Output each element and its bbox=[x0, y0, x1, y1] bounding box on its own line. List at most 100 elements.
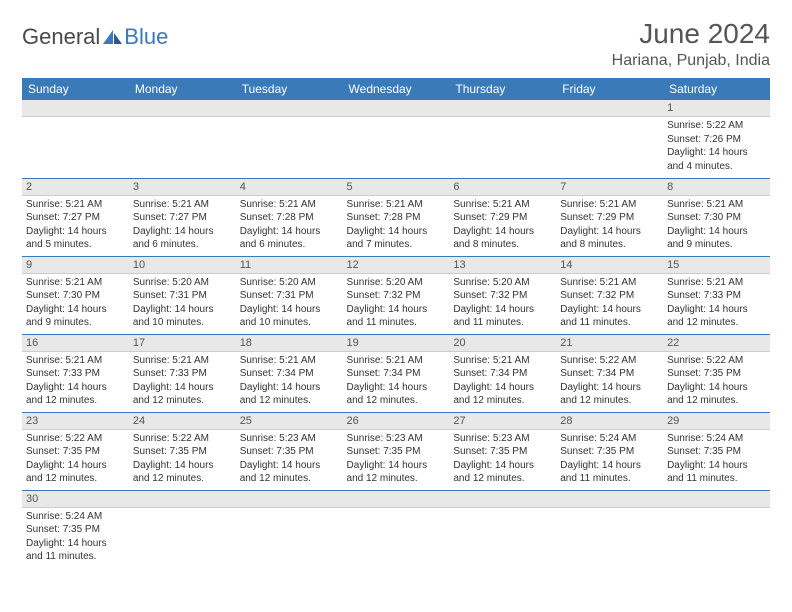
day-number: 8 bbox=[663, 179, 770, 196]
day-details: Sunrise: 5:22 AMSunset: 7:26 PMDaylight:… bbox=[663, 117, 770, 175]
calendar-body: 1Sunrise: 5:22 AMSunset: 7:26 PMDaylight… bbox=[22, 100, 770, 568]
sunset-line: Sunset: 7:28 PM bbox=[240, 211, 339, 225]
day-details: Sunrise: 5:21 AMSunset: 7:28 PMDaylight:… bbox=[236, 196, 343, 254]
day-details: Sunrise: 5:23 AMSunset: 7:35 PMDaylight:… bbox=[449, 430, 556, 488]
sunset-line: Sunset: 7:26 PM bbox=[667, 133, 766, 147]
calendar-row: 23Sunrise: 5:22 AMSunset: 7:35 PMDayligh… bbox=[22, 412, 770, 490]
sunset-line: Sunset: 7:29 PM bbox=[453, 211, 552, 225]
empty-cell bbox=[343, 100, 450, 178]
day-cell: 21Sunrise: 5:22 AMSunset: 7:34 PMDayligh… bbox=[556, 334, 663, 412]
day-details: Sunrise: 5:22 AMSunset: 7:35 PMDaylight:… bbox=[663, 352, 770, 410]
sunset-line: Sunset: 7:32 PM bbox=[560, 289, 659, 303]
empty-cell bbox=[449, 490, 556, 568]
sunrise-line: Sunrise: 5:21 AM bbox=[560, 198, 659, 212]
day-details: Sunrise: 5:21 AMSunset: 7:29 PMDaylight:… bbox=[449, 196, 556, 254]
day-cell: 18Sunrise: 5:21 AMSunset: 7:34 PMDayligh… bbox=[236, 334, 343, 412]
sunrise-line: Sunrise: 5:24 AM bbox=[560, 432, 659, 446]
day-number: 10 bbox=[129, 257, 236, 274]
day-number: 12 bbox=[343, 257, 450, 274]
day-cell: 26Sunrise: 5:23 AMSunset: 7:35 PMDayligh… bbox=[343, 412, 450, 490]
day-details: Sunrise: 5:23 AMSunset: 7:35 PMDaylight:… bbox=[236, 430, 343, 488]
sunrise-line: Sunrise: 5:23 AM bbox=[347, 432, 446, 446]
sunrise-line: Sunrise: 5:22 AM bbox=[133, 432, 232, 446]
calendar-row: 2 Sunrise: 5:21 AM Sunset: 7:27 PM Daylight… bbox=[22, 178, 770, 256]
sunrise-line: Sunrise: 5:24 AM bbox=[26, 510, 125, 524]
day-number: 21 bbox=[556, 335, 663, 352]
empty-cell bbox=[129, 490, 236, 568]
daynum-empty bbox=[449, 100, 556, 117]
day-details: Sunrise: 5:21 AMSunset: 7:30 PMDaylight:… bbox=[22, 274, 129, 332]
weekday-header: Monday bbox=[129, 78, 236, 100]
daylight-line: Daylight: 14 hours and 12 minutes. bbox=[453, 459, 552, 486]
daynum-empty bbox=[556, 491, 663, 508]
daynum-empty bbox=[556, 100, 663, 117]
day-number: 19 bbox=[343, 335, 450, 352]
sunrise-line: Sunrise: 5:21 AM bbox=[347, 354, 446, 368]
daylight-line: Daylight: 14 hours and 8 minutes. bbox=[453, 225, 552, 252]
day-cell: 16Sunrise: 5:21 AMSunset: 7:33 PMDayligh… bbox=[22, 334, 129, 412]
day-cell: 28Sunrise: 5:24 AMSunset: 7:35 PMDayligh… bbox=[556, 412, 663, 490]
day-number: 18 bbox=[236, 335, 343, 352]
day-number: 2 bbox=[22, 179, 129, 196]
sunset-line: Sunset: 7:32 PM bbox=[347, 289, 446, 303]
sunset-line: Sunset: 7:34 PM bbox=[453, 367, 552, 381]
empty-cell bbox=[22, 100, 129, 178]
sunrise-line: Sunrise: 5:22 AM bbox=[26, 432, 125, 446]
day-details: Sunrise: 5:21 AMSunset: 7:30 PMDaylight:… bbox=[663, 196, 770, 254]
day-number: 17 bbox=[129, 335, 236, 352]
sunset-line: Sunset: 7:35 PM bbox=[133, 445, 232, 459]
day-details: Sunrise: 5:23 AMSunset: 7:35 PMDaylight:… bbox=[343, 430, 450, 488]
daynum-empty bbox=[236, 100, 343, 117]
day-cell: 17Sunrise: 5:21 AMSunset: 7:33 PMDayligh… bbox=[129, 334, 236, 412]
day-number: 26 bbox=[343, 413, 450, 430]
weekday-header: Thursday bbox=[449, 78, 556, 100]
calendar-row: 16Sunrise: 5:21 AMSunset: 7:33 PMDayligh… bbox=[22, 334, 770, 412]
sunset-line: Sunset: 7:33 PM bbox=[667, 289, 766, 303]
day-cell: 4Sunrise: 5:21 AMSunset: 7:28 PMDaylight… bbox=[236, 178, 343, 256]
daylight-line: Daylight: 14 hours and 12 minutes. bbox=[560, 381, 659, 408]
day-number: 3 bbox=[129, 179, 236, 196]
sunrise-line: Sunrise: 5:20 AM bbox=[133, 276, 232, 290]
day-number: 28 bbox=[556, 413, 663, 430]
day-details: Sunrise: 5:21 AMSunset: 7:33 PMDaylight:… bbox=[129, 352, 236, 410]
weekday-header: Wednesday bbox=[343, 78, 450, 100]
daylight-line: Daylight: 14 hours and 12 minutes. bbox=[347, 459, 446, 486]
day-details: Sunrise: 5:24 AMSunset: 7:35 PMDaylight:… bbox=[22, 508, 129, 566]
title-block: June 2024 Hariana, Punjab, India bbox=[612, 18, 770, 70]
day-number: 14 bbox=[556, 257, 663, 274]
day-number: 29 bbox=[663, 413, 770, 430]
sunset-line: Sunset: 7:35 PM bbox=[560, 445, 659, 459]
day-cell: 3Sunrise: 5:21 AMSunset: 7:27 PMDaylight… bbox=[129, 178, 236, 256]
daylight-line: Daylight: 14 hours and 12 minutes. bbox=[347, 381, 446, 408]
day-cell: 8Sunrise: 5:21 AMSunset: 7:30 PMDaylight… bbox=[663, 178, 770, 256]
day-number: 25 bbox=[236, 413, 343, 430]
daylight-line: Daylight: 14 hours and 10 minutes. bbox=[240, 303, 339, 330]
day-cell: 1Sunrise: 5:22 AMSunset: 7:26 PMDaylight… bbox=[663, 100, 770, 178]
day-cell: 13Sunrise: 5:20 AMSunset: 7:32 PMDayligh… bbox=[449, 256, 556, 334]
day-cell: 23Sunrise: 5:22 AMSunset: 7:35 PMDayligh… bbox=[22, 412, 129, 490]
daylight-line: Daylight: 14 hours and 11 minutes. bbox=[347, 303, 446, 330]
sunrise-line: Sunrise: 5:23 AM bbox=[240, 432, 339, 446]
empty-cell bbox=[129, 100, 236, 178]
day-details: Sunrise: 5:21 AMSunset: 7:29 PMDaylight:… bbox=[556, 196, 663, 254]
day-details: Sunrise: 5:22 AMSunset: 7:34 PMDaylight:… bbox=[556, 352, 663, 410]
weekday-header: Friday bbox=[556, 78, 663, 100]
day-number: 13 bbox=[449, 257, 556, 274]
sunrise-line: Sunrise: 5:20 AM bbox=[347, 276, 446, 290]
day-details: Sunrise: 5:24 AMSunset: 7:35 PMDaylight:… bbox=[556, 430, 663, 488]
empty-cell bbox=[236, 490, 343, 568]
day-details: Sunrise: 5:21 AMSunset: 7:34 PMDaylight:… bbox=[449, 352, 556, 410]
day-number: 7 bbox=[556, 179, 663, 196]
day-number: 24 bbox=[129, 413, 236, 430]
daylight-line: Daylight: 14 hours and 8 minutes. bbox=[560, 225, 659, 252]
daylight-line: Daylight: 14 hours and 10 minutes. bbox=[133, 303, 232, 330]
sunrise-line: Sunrise: 5:21 AM bbox=[240, 198, 339, 212]
sunset-line: Sunset: 7:27 PM bbox=[133, 211, 232, 225]
sunrise-line: Sunrise: 5:21 AM bbox=[133, 354, 232, 368]
sunset-line: Sunset: 7:30 PM bbox=[667, 211, 766, 225]
day-cell: 12 Sunrise: 5:20 AMSunset: 7:32 PMDayligh… bbox=[343, 256, 450, 334]
day-cell: 27Sunrise: 5:23 AMSunset: 7:35 PMDayligh… bbox=[449, 412, 556, 490]
sunset-line: Sunset: 7:28 PM bbox=[347, 211, 446, 225]
daylight-line: Daylight: 14 hours and 11 minutes. bbox=[26, 537, 125, 564]
day-details: Sunrise: 5:24 AMSunset: 7:35 PMDaylight:… bbox=[663, 430, 770, 488]
